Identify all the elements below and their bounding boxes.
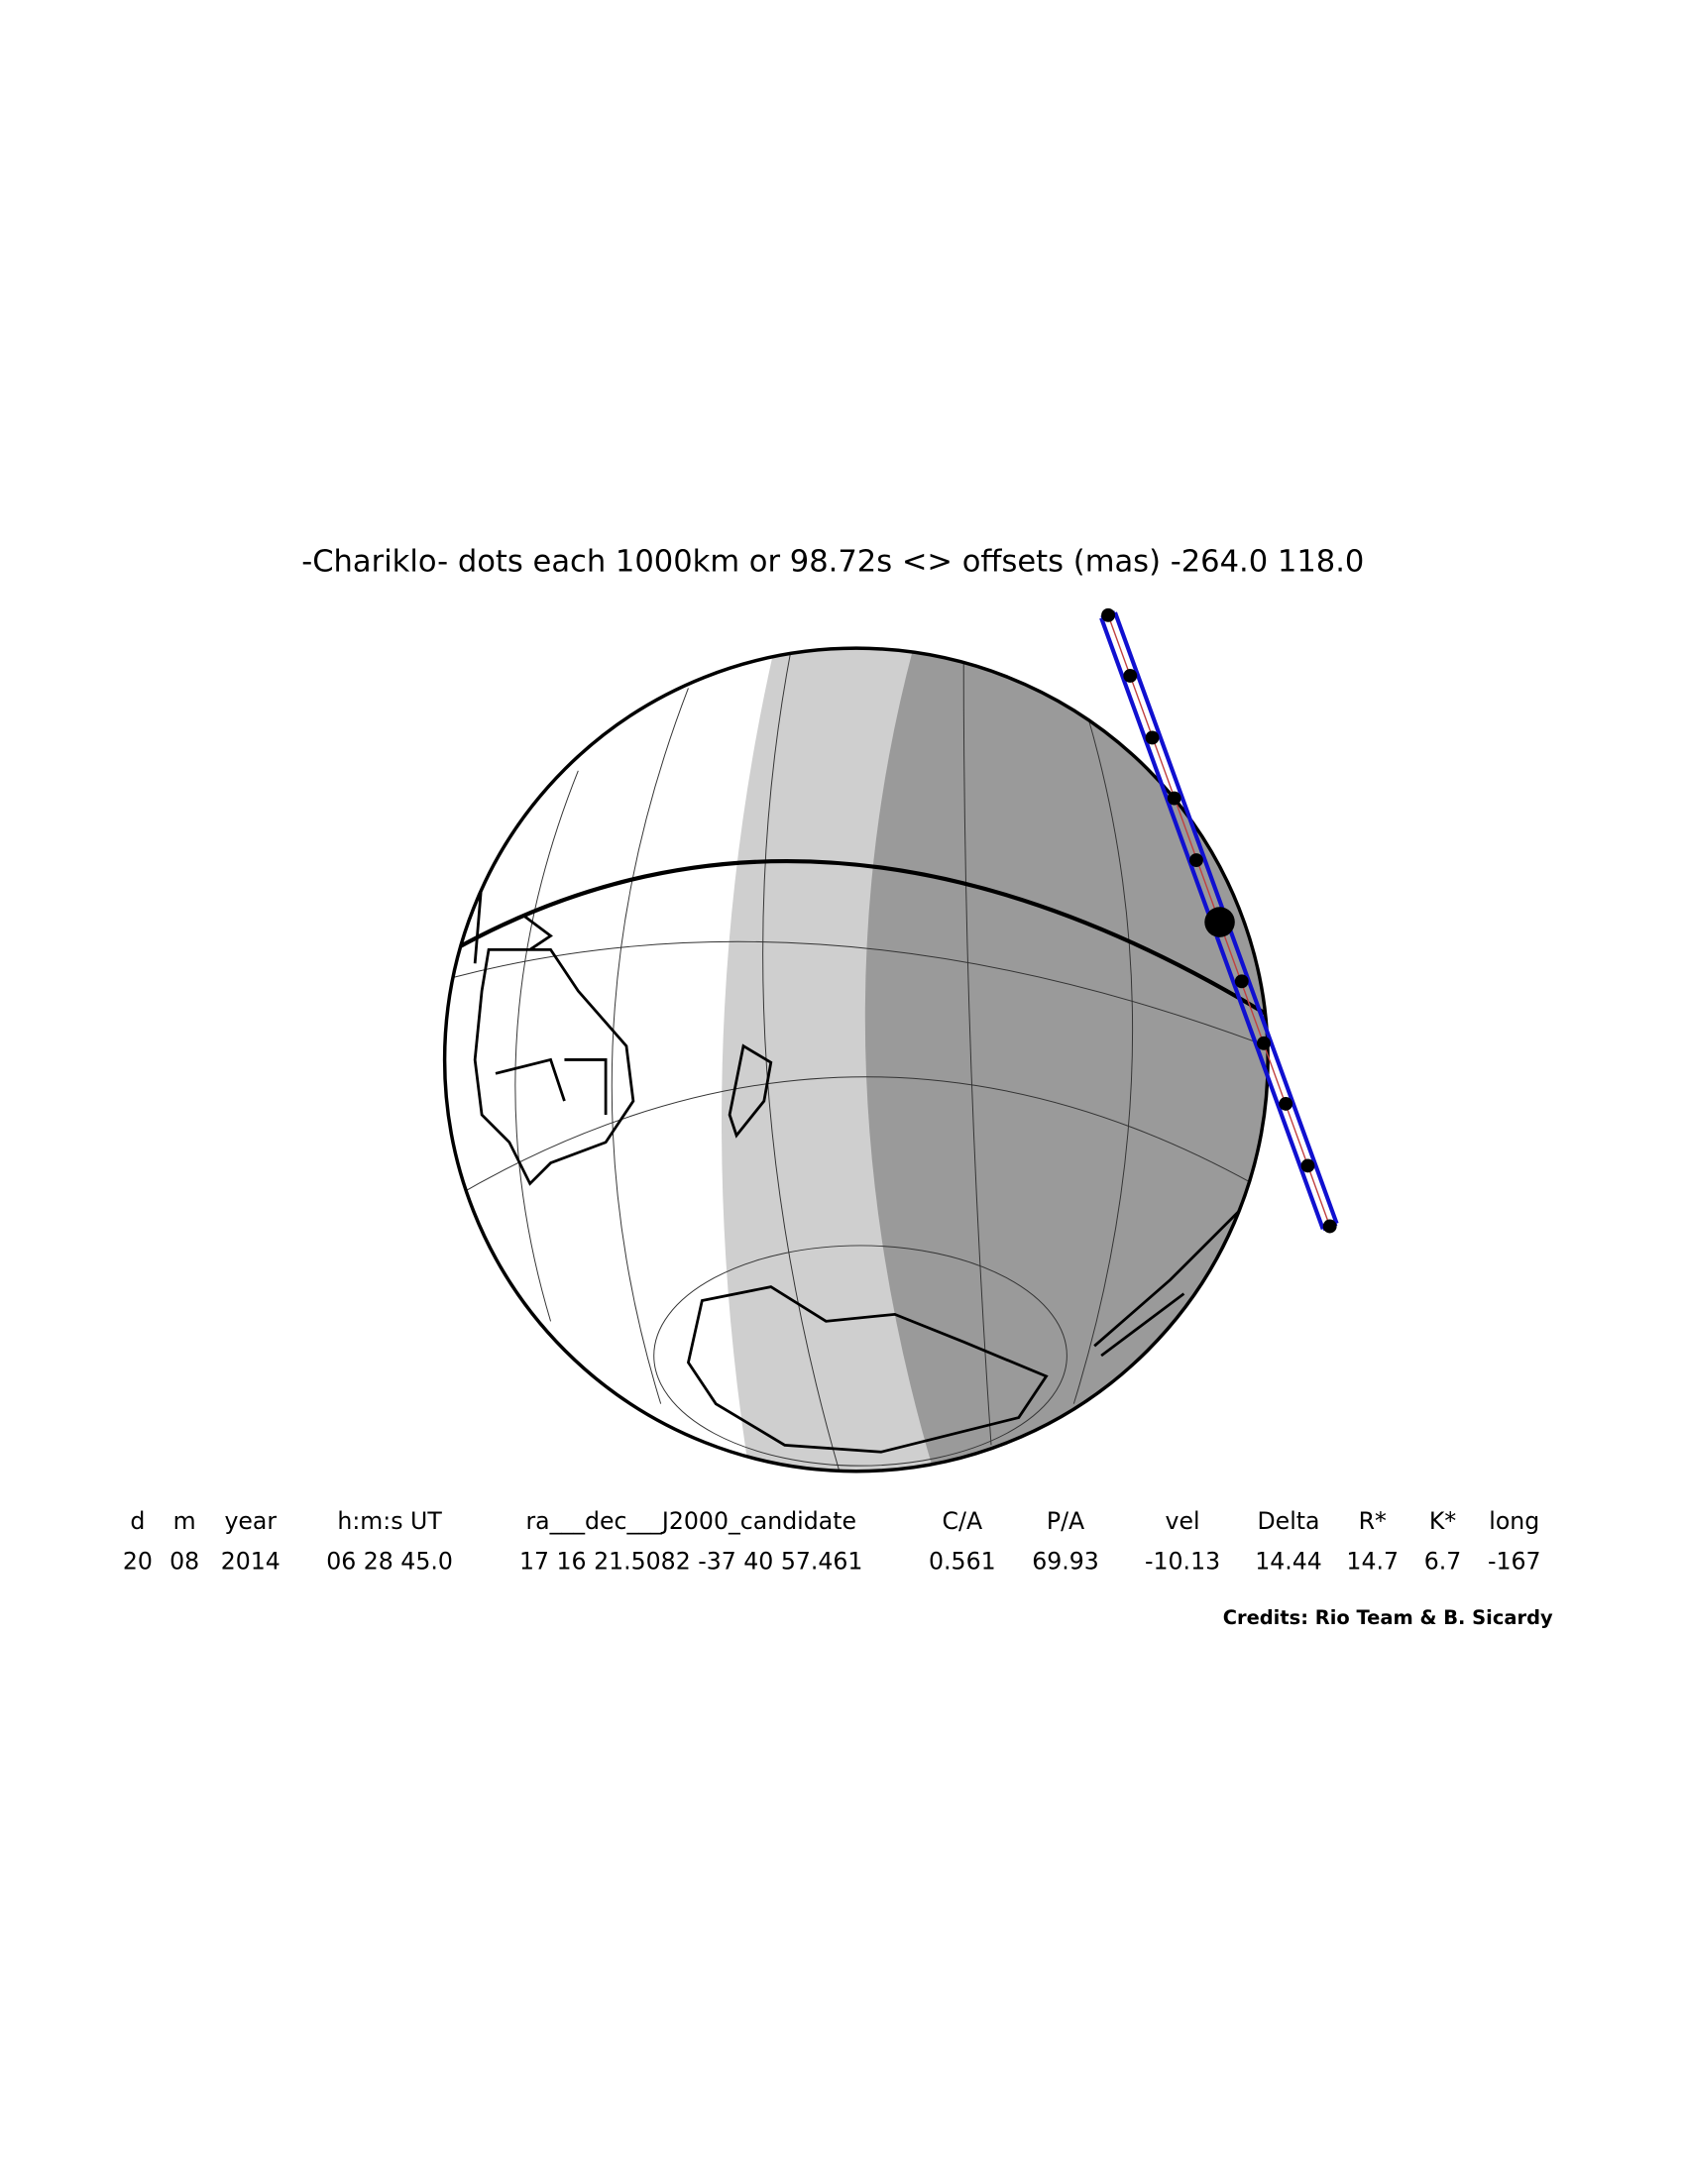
table-cell: -167 [1488,1547,1541,1575]
globe [442,646,1270,1474]
column-header: m [173,1507,196,1535]
table-cell: 17 16 21.5082 -37 40 57.461 [519,1547,862,1575]
credits: Credits: Rio Team & B. Sicardy [1223,1606,1553,1629]
table-cell: 20 [123,1547,153,1575]
column-header: h:m:s UT [337,1507,442,1535]
column-header: vel [1166,1507,1200,1535]
column-header: R* [1359,1507,1387,1535]
column-header: P/A [1047,1507,1084,1535]
column-header: Delta [1258,1507,1320,1535]
table-cell: 0.561 [929,1547,996,1575]
table-cell: 06 28 45.0 [326,1547,453,1575]
map-title: -Chariklo- dots each 1000km or 98.72s <>… [301,544,1364,579]
table-cell: 69.93 [1032,1547,1099,1575]
graticule [454,648,1267,1472]
table-cell: 08 [169,1547,199,1575]
event-table: d m year h:m:s UT ra___dec___J2000_candidate… [123,1507,1541,1575]
column-header: long [1489,1507,1539,1535]
shadow-path [1099,607,1339,1234]
column-header: K* [1429,1507,1456,1535]
column-header: year [224,1507,277,1535]
table-cell: 2014 [221,1547,281,1575]
table-cell: -10.13 [1145,1547,1220,1575]
column-header: ra___dec___J2000_candidate [525,1507,856,1535]
column-header: d [130,1507,145,1535]
equator [453,859,1269,1021]
table-cell: 14.44 [1255,1547,1322,1575]
table-cell: 14.7 [1346,1547,1399,1575]
night-zone [864,648,1269,1472]
table-cell: 6.7 [1424,1547,1462,1575]
column-header: C/A [943,1507,983,1535]
